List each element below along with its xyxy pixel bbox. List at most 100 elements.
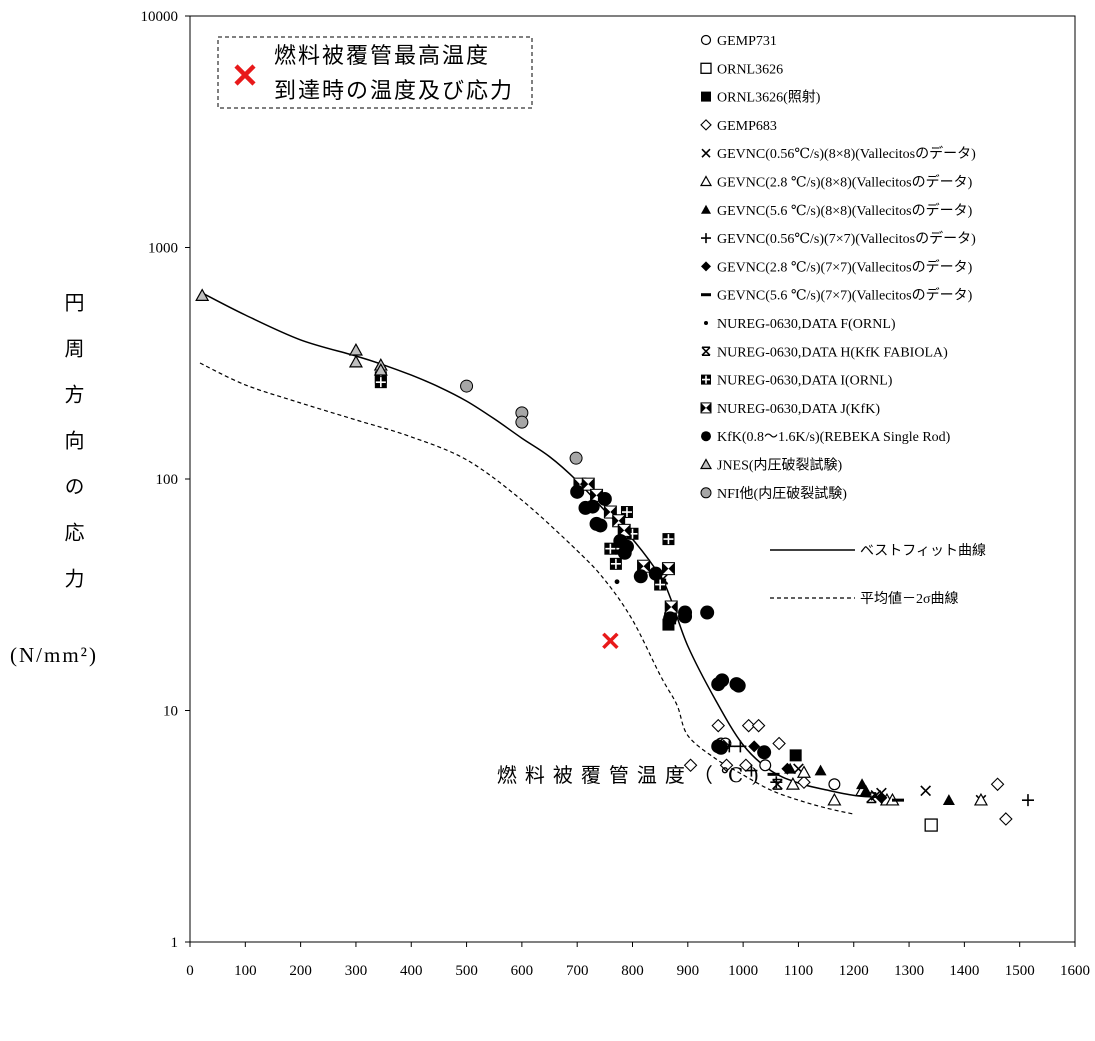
legend-marker <box>700 402 712 414</box>
mean-minus-2sigma-curve <box>199 362 854 815</box>
fit-curves <box>199 291 882 815</box>
legend-item: NUREG-0630,DATA I(ORNL) <box>701 374 893 389</box>
data-point <box>614 579 620 585</box>
data-point <box>348 354 363 368</box>
highlight-cross <box>602 632 619 650</box>
legend-marker <box>700 62 712 74</box>
x-tick-label: 1600 <box>1060 963 1090 979</box>
y-tick-label: 1000 <box>148 241 178 257</box>
data-point <box>734 740 747 753</box>
data-point <box>581 477 595 491</box>
data-point <box>570 484 585 499</box>
data-point <box>664 600 678 614</box>
data-point <box>828 778 841 791</box>
y-tick-label: 10 <box>163 704 178 720</box>
legend-label: GEVNC(5.6 ℃/s)(8×8)(Vallecitosのデータ) <box>717 202 973 219</box>
legend-item: GEVNC(5.6 ℃/s)(8×8)(Vallecitosのデータ) <box>701 202 973 219</box>
legend-label: JNES(内圧破裂試験) <box>717 458 843 474</box>
data-point <box>515 415 529 429</box>
data-point <box>662 533 675 546</box>
x-tick-label: 1500 <box>1005 963 1035 979</box>
y-tick-label: 1 <box>171 935 179 951</box>
max-temperature-marker <box>602 632 619 650</box>
red-cross-icon <box>234 64 256 86</box>
legend-item: GEVNC(5.6 ℃/s)(7×7)(Vallecitosのデータ) <box>701 287 973 304</box>
data-point <box>741 718 756 733</box>
legend-marker <box>701 233 711 244</box>
data-point <box>195 288 210 301</box>
data-point <box>789 749 802 762</box>
legend-marker <box>700 119 712 131</box>
data-point <box>719 758 734 773</box>
legend-label: GEVNC(2.8 ℃/s)(7×7)(Vallecitosのデータ) <box>717 258 973 275</box>
data-point <box>648 566 663 581</box>
legend-item: GEMP683 <box>700 119 777 134</box>
data-point <box>569 451 583 465</box>
data-point <box>796 765 811 778</box>
curve-legend-label: ベストフィット曲線 <box>860 543 986 559</box>
x-tick-label: 900 <box>677 963 700 979</box>
legend-label: GEMP731 <box>717 34 777 49</box>
data-point <box>751 718 766 733</box>
x-tick-label: 400 <box>400 963 423 979</box>
series-6 <box>785 765 988 806</box>
data-point <box>700 605 715 620</box>
data-point <box>714 740 728 755</box>
axis-ticks: 0 100 200 300 400 500 600 700 800 900 1000 1100 1200… <box>141 9 1091 979</box>
legend-label: GEVNC(2.8 ℃/s)(8×8)(Vallecitosのデータ) <box>717 174 973 191</box>
annotation-border <box>217 36 533 109</box>
y-axis-title: 円周方向の応力 <box>61 292 85 614</box>
data-point <box>875 791 888 804</box>
x-tick-label: 0 <box>186 963 194 979</box>
series-4 <box>683 718 1013 826</box>
x-tick-label: 1300 <box>894 963 924 979</box>
data-point <box>593 518 608 533</box>
x-tick-label: 100 <box>234 963 257 979</box>
data-point <box>663 611 678 626</box>
data-points <box>195 288 1034 832</box>
data-point <box>999 812 1013 826</box>
x-tick-label: 300 <box>345 963 368 979</box>
y-tick-label: 100 <box>156 472 179 488</box>
best-fit-curve <box>200 291 882 799</box>
legend-label: GEMP683 <box>717 119 777 134</box>
data-point <box>654 578 667 591</box>
legend: GEMP731 ORNL3626 ORNL3626(照射) GEMP683 GEVNC(… <box>699 34 976 502</box>
x-tick-label: 500 <box>455 963 478 979</box>
legend-item: GEVNC(0.56℃/s)(8×8)(Vallecitosのデータ) <box>701 145 976 162</box>
legend-label: NFI他(内圧破裂試験) <box>717 486 847 502</box>
data-point <box>924 818 938 832</box>
data-point <box>604 542 617 555</box>
legend-label: NUREG-0630,DATA I(ORNL) <box>717 374 893 389</box>
legend-item: ORNL3626 <box>700 62 783 77</box>
annotation-box: 燃料被覆管最高温度 到達時の温度及び応力 <box>217 36 533 109</box>
x-axis-title: 燃料被覆管温度（℃) <box>496 763 768 787</box>
y-axis-unit: (N/mm²) <box>10 643 98 667</box>
data-point <box>619 539 634 554</box>
data-point <box>772 736 786 751</box>
data-point <box>759 759 772 772</box>
legend-item: GEVNC(2.8 ℃/s)(8×8)(Vallecitosのデータ) <box>699 174 973 191</box>
data-point <box>942 794 955 805</box>
curve-legend-item: 平均値－2σ曲線 <box>770 591 959 607</box>
legend-item: JNES(内圧破裂試験) <box>699 458 843 474</box>
annotation-line-2: 到達時の温度及び応力 <box>274 79 514 104</box>
x-tick-label: 1200 <box>839 963 869 979</box>
x-tick-label: 700 <box>566 963 589 979</box>
legend-marker <box>701 346 711 357</box>
legend-item: NUREG-0630,DATA H(KfK FABIOLA) <box>701 345 948 360</box>
legend-marker <box>704 321 708 325</box>
legend-marker <box>701 204 711 214</box>
legend-label: GEVNC(0.56℃/s)(8×8)(Vallecitosのデータ) <box>717 145 976 162</box>
data-point <box>814 764 827 776</box>
x-tick-label: 1100 <box>784 963 813 979</box>
data-point <box>683 758 698 773</box>
legend-marker <box>700 34 712 46</box>
legend-marker <box>701 261 711 272</box>
data-point <box>745 764 758 777</box>
y-tick-label: 10000 <box>141 9 179 25</box>
data-point <box>374 376 387 389</box>
data-point <box>678 609 693 624</box>
x-tick-label: 200 <box>289 963 312 979</box>
data-point <box>373 363 388 376</box>
